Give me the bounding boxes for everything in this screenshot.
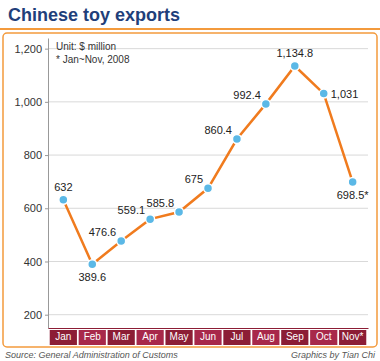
grid-line <box>48 314 368 315</box>
x-tick: Nov* <box>342 328 364 342</box>
marker <box>232 134 241 143</box>
y-tick-mark <box>45 208 48 209</box>
x-tick: Oct <box>316 328 332 342</box>
x-tick: Feb <box>84 328 102 342</box>
x-band <box>281 330 308 345</box>
y-tick-mark <box>45 49 48 50</box>
x-tick: Jan <box>55 328 71 342</box>
marker <box>290 61 299 70</box>
x-band <box>79 330 106 345</box>
data-label: 1,031 <box>331 88 359 100</box>
x-tick-label: Jul <box>231 331 244 342</box>
data-label: 1,134.8 <box>276 47 313 59</box>
y-tick: 400 <box>24 256 48 268</box>
annotation: Graphics by Tian Chi <box>291 350 376 360</box>
x-band <box>194 330 221 345</box>
annotation: * Jan~Nov, 2008 <box>56 54 130 65</box>
x-tick: Jun <box>200 328 216 342</box>
x-tick-label: May <box>170 331 189 342</box>
annotation: Unit: $ million <box>56 41 116 52</box>
grid-line <box>48 101 368 102</box>
marker <box>261 99 270 108</box>
grid-line <box>48 155 368 156</box>
x-tick-label: Sep <box>286 331 304 342</box>
marker <box>146 215 155 224</box>
marker <box>88 260 97 269</box>
x-tick: Jul <box>231 328 244 342</box>
marker <box>204 184 213 193</box>
y-tick-label: 1,200 <box>14 43 42 55</box>
data-label: 585.8 <box>147 197 175 209</box>
x-band <box>252 330 279 345</box>
data-labels: 632 389.6 476.6559.1585.8 675 860.4 992.4 1,13… <box>54 47 369 283</box>
y-tick-label: 1,000 <box>14 96 42 108</box>
x-tick-label: Apr <box>142 331 158 342</box>
x-band <box>165 330 192 345</box>
grid <box>48 49 368 315</box>
x-band <box>137 330 164 345</box>
x-tick: Apr <box>142 328 158 342</box>
y-axis: 200 400 600 800 1,000 1,200 <box>14 39 48 329</box>
y-tick-label: 400 <box>24 256 42 268</box>
y-tick-mark <box>45 315 48 316</box>
y-tick-mark <box>45 155 48 156</box>
chart-frame <box>3 33 377 347</box>
title-rule <box>0 28 380 30</box>
marker <box>348 178 357 187</box>
marker <box>175 208 184 217</box>
x-band <box>223 330 250 345</box>
data-label: 559.1 <box>118 204 146 216</box>
y-tick-label: 800 <box>24 149 42 161</box>
annotation: Source: General Administration of Custom… <box>5 350 178 360</box>
x-tick-label: Nov* <box>342 331 364 342</box>
x-axis: Jan Feb Mar Apr May Jun Jul Aug Sep Oct Nov* <box>49 328 369 342</box>
x-axis-line <box>49 328 369 329</box>
y-tick-label: 200 <box>24 309 42 321</box>
data-label: 632 <box>54 181 72 193</box>
x-tick-label: Jan <box>55 331 71 342</box>
data-label: 476.6 <box>89 226 117 238</box>
x-tick: May <box>170 328 189 342</box>
series-line <box>63 66 352 264</box>
x-band <box>108 330 135 345</box>
y-tick: 1,000 <box>14 96 48 108</box>
x-band <box>339 330 366 345</box>
plot-area <box>59 61 357 268</box>
x-tick-label: Aug <box>257 331 275 342</box>
marker <box>117 237 126 246</box>
data-label: 992.4 <box>233 89 261 101</box>
y-tick-mark <box>45 102 48 103</box>
marker <box>319 89 328 98</box>
x-tick: Sep <box>286 328 304 342</box>
y-tick: 600 <box>24 202 48 214</box>
x-band <box>50 330 77 345</box>
x-bands <box>50 330 367 345</box>
x-tick-label: Mar <box>113 331 131 342</box>
y-tick: 1,200 <box>14 43 48 55</box>
x-tick: Mar <box>113 328 131 342</box>
title: Chinese toy exports <box>8 5 180 25</box>
data-label: 675 <box>185 173 203 185</box>
chart-container: Chinese toy exports 200 400 600 800 1,000 1,20… <box>0 0 380 361</box>
y-tick: 200 <box>24 309 48 321</box>
data-label: 698.5* <box>337 189 370 201</box>
data-label: 860.4 <box>204 124 232 136</box>
y-axis-line <box>48 39 49 329</box>
x-tick-label: Jun <box>200 331 216 342</box>
data-label: 389.6 <box>79 271 107 283</box>
x-tick-label: Oct <box>316 331 332 342</box>
x-tick-label: Feb <box>84 331 102 342</box>
grid-line <box>48 208 368 209</box>
y-tick-mark <box>45 261 48 262</box>
marker <box>59 195 68 204</box>
x-band <box>310 330 337 345</box>
y-tick-label: 600 <box>24 202 42 214</box>
y-tick: 800 <box>24 149 48 161</box>
x-tick: Aug <box>257 328 275 342</box>
chart-svg: Chinese toy exports 200 400 600 800 1,000 1,20… <box>0 0 380 361</box>
